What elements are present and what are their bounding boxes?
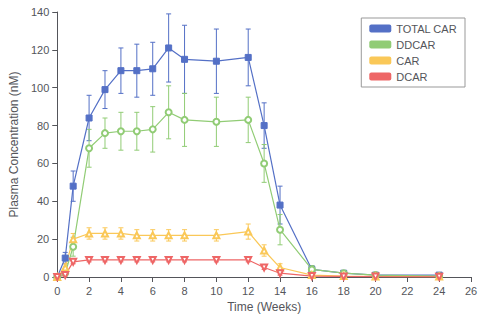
svg-text:100: 100	[31, 82, 49, 94]
svg-text:80: 80	[37, 120, 49, 132]
svg-text:0: 0	[43, 271, 49, 283]
svg-text:TOTAL CAR: TOTAL CAR	[396, 23, 456, 35]
svg-text:DCAR: DCAR	[396, 71, 427, 83]
svg-text:14: 14	[274, 285, 286, 297]
svg-text:CAR: CAR	[396, 55, 419, 67]
svg-text:26: 26	[465, 285, 477, 297]
svg-text:16: 16	[306, 285, 318, 297]
svg-text:60: 60	[37, 157, 49, 169]
svg-text:Plasma Concentration (nM): Plasma Concentration (nM)	[7, 71, 21, 217]
svg-text:0: 0	[54, 285, 60, 297]
svg-text:8: 8	[181, 285, 187, 297]
svg-text:20: 20	[37, 233, 49, 245]
svg-text:4: 4	[118, 285, 124, 297]
svg-text:24: 24	[433, 285, 445, 297]
svg-text:12: 12	[242, 285, 254, 297]
svg-text:10: 10	[210, 285, 222, 297]
svg-text:22: 22	[401, 285, 413, 297]
svg-text:20: 20	[369, 285, 381, 297]
svg-text:120: 120	[31, 44, 49, 56]
svg-text:18: 18	[338, 285, 350, 297]
svg-text:2: 2	[86, 285, 92, 297]
svg-text:DDCAR: DDCAR	[396, 39, 435, 51]
svg-text:6: 6	[150, 285, 156, 297]
svg-text:140: 140	[31, 6, 49, 18]
svg-text:Time (Weeks): Time (Weeks)	[227, 300, 301, 314]
svg-text:40: 40	[37, 195, 49, 207]
